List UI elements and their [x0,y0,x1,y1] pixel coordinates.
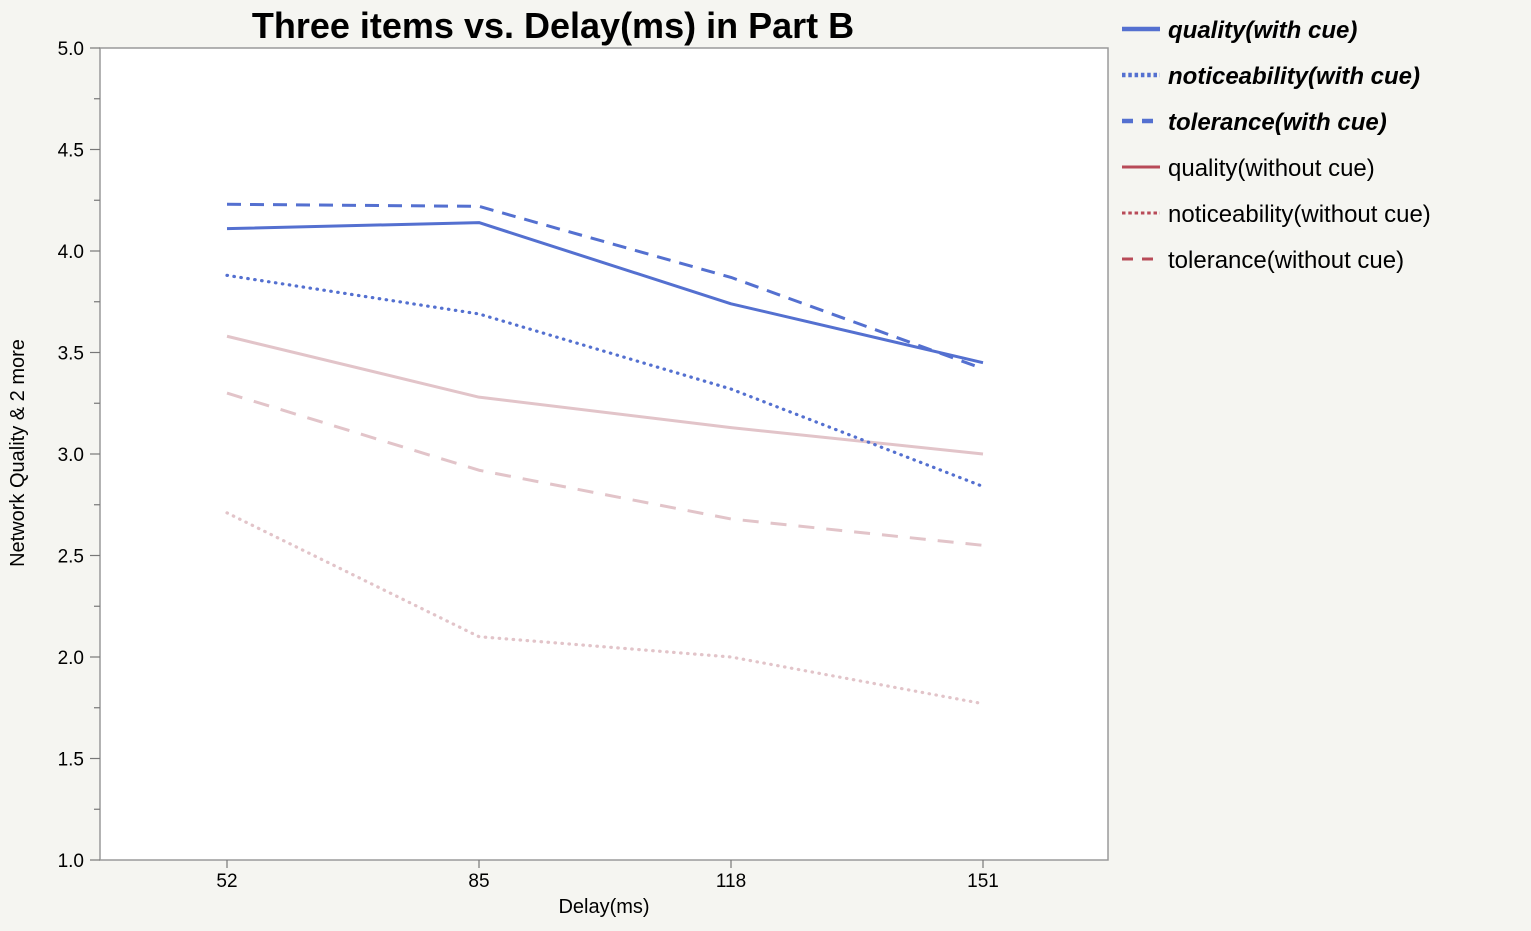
y-tick-label: 2.5 [58,547,84,568]
series-lines [225,202,985,706]
legend-label: quality(with cue) [1168,17,1357,44]
y-tick-label: 2.0 [58,648,84,669]
series-line-noticeability-with-cue [225,273,985,489]
legend-label: tolerance(with cue) [1168,109,1387,136]
legend-item[interactable]: quality(with cue) [1122,17,1357,44]
y-axis: 1.0 1.5 2.0 2.5 3.0 3.5 4.0 4.5 5.0 [58,39,100,872]
y-tick-label: 4.5 [58,141,84,162]
series-line-tolerance-with-cue [226,202,984,371]
y-tick-label: 1.5 [58,750,84,771]
x-tick-label: 52 [216,871,237,892]
legend[interactable]: quality(with cue) noticeability(with cue)… [1122,17,1431,274]
legend-item[interactable]: tolerance(with cue) [1122,109,1387,136]
legend-label: quality(without cue) [1168,155,1375,182]
legend-item[interactable]: noticeability(with cue) [1122,63,1420,90]
legend-label: tolerance(without cue) [1168,247,1404,274]
plot-area [99,47,1109,861]
y-tick-label: 1.0 [58,851,84,872]
series-line-quality-without-cue [226,334,984,456]
x-tick-label: 118 [716,871,746,892]
chart-title: Three items vs. Delay(ms) in Part B [252,5,854,46]
x-axis: 52 85 118 151 [216,860,999,892]
x-axis-label: Delay(ms) [558,896,649,918]
x-tick-label: 85 [468,871,489,892]
legend-item[interactable]: tolerance(without cue) [1122,247,1404,274]
y-tick-label: 4.0 [58,242,84,263]
series-line-quality-with-cue [226,221,984,365]
legend-item[interactable]: noticeability(without cue) [1122,201,1431,228]
y-axis-label: Network Quality & 2 more [7,339,29,567]
y-tick-label: 5.0 [58,39,84,60]
series-line-tolerance-without-cue [226,391,984,547]
y-tick-label: 3.5 [58,344,84,365]
legend-label: noticeability(without cue) [1168,201,1431,228]
legend-item[interactable]: quality(without cue) [1122,155,1375,182]
legend-label: noticeability(with cue) [1168,63,1420,90]
series-line-noticeability-without-cue [225,511,985,706]
x-tick-label: 151 [967,871,999,892]
y-tick-label: 3.0 [58,445,84,466]
